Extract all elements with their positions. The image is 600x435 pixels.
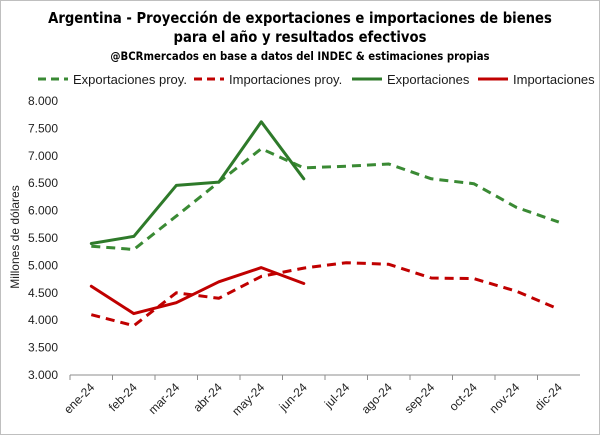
series-line-exportaciones [89, 120, 306, 245]
axes: 3.000 3.500 4.000 4.500 5.000 5.500 6.000 6.500… [28, 94, 580, 418]
y-tick-label: 5.000 [28, 258, 58, 272]
y-tick-label: 7.500 [28, 121, 58, 135]
y-tick-label: 8.000 [28, 94, 58, 108]
chart-title: Argentina - Proyección de exportaciones … [48, 9, 552, 27]
x-tick-label: jul-24 [321, 380, 353, 412]
legend: Exportaciones proy. Importaciones proy. Ex… [38, 72, 595, 87]
legend-label: Exportaciones [387, 72, 470, 87]
chart-subtitle: @BCRmercados en base a datos del INDEC &… [110, 49, 490, 63]
x-tick-label: oct-24 [446, 380, 480, 414]
y-tick-label: 6.500 [28, 176, 58, 190]
series-line-exportaciones-proy [91, 147, 560, 251]
legend-label: Importaciones proy. [229, 72, 342, 87]
x-tick-label: abr-24 [190, 380, 225, 415]
x-tick-label: jun-24 [276, 380, 310, 414]
y-tick-label: 7.000 [28, 149, 58, 163]
series-line-importaciones [89, 266, 306, 316]
series-line-importaciones-proy [90, 261, 560, 328]
x-tick-label: ene-24 [61, 380, 98, 417]
series-lines [89, 120, 560, 328]
x-tick-label: mar-24 [146, 380, 183, 417]
x-tick-label: feb-24 [106, 380, 140, 414]
x-tick-label: sep-24 [402, 380, 438, 416]
x-tick-label: may-24 [229, 380, 267, 418]
x-tick-label: nov-24 [487, 380, 523, 416]
x-tick-label: ago-24 [359, 380, 396, 417]
x-tick-label: dic-24 [532, 380, 565, 413]
chart-title-line2: para el año y resultados efectivos [173, 28, 427, 46]
y-tick-label: 4.000 [28, 313, 58, 327]
legend-label: Exportaciones proy. [73, 72, 187, 87]
y-tick-label: 5.500 [28, 231, 58, 245]
y-tick-label: 3.500 [28, 341, 58, 355]
y-tick-label: 4.500 [28, 286, 58, 300]
y-tick-label: 6.000 [28, 204, 58, 218]
y-axis-label: Millones de dólares [8, 185, 22, 288]
y-tick-label: 3.000 [28, 368, 58, 382]
legend-label: Importaciones [513, 72, 595, 87]
